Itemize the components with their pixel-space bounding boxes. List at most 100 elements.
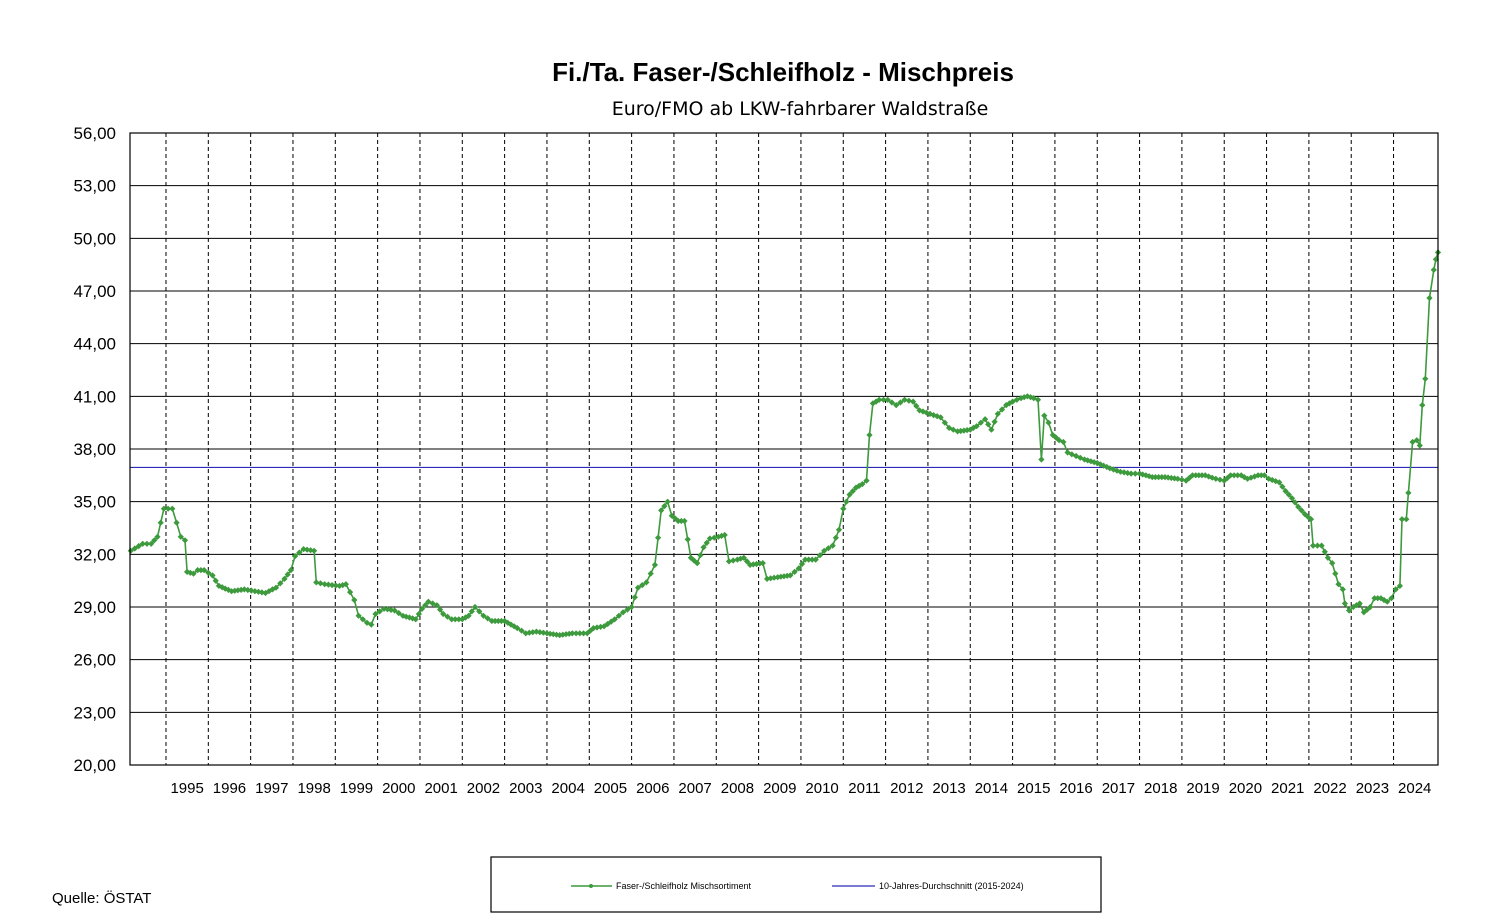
series-marker: [1341, 600, 1349, 607]
series-marker: [1155, 473, 1162, 481]
series-marker: [829, 542, 836, 549]
series-marker: [135, 542, 142, 550]
x-tick-label: 2003: [509, 780, 542, 797]
series-marker: [1038, 456, 1045, 463]
x-tick-label: 2011: [848, 780, 880, 797]
series-marker: [580, 630, 587, 637]
series-marker: [1374, 595, 1381, 602]
source-note: Quelle: ÖSTAT: [52, 889, 151, 907]
series-marker: [740, 554, 747, 561]
x-tick-label: 2008: [721, 780, 754, 797]
legend-box: [490, 856, 1102, 913]
series-marker: [628, 603, 635, 611]
series-marker: [1212, 475, 1219, 482]
series-marker: [1261, 472, 1268, 479]
series-marker: [615, 612, 623, 619]
plot-frame: [129, 132, 1439, 766]
series-marker: [1367, 603, 1374, 611]
series-marker: [1288, 495, 1296, 502]
series-marker: [840, 505, 847, 512]
series-marker: [678, 517, 685, 525]
y-tick-label: 26,00: [73, 651, 116, 670]
series-marker: [1276, 479, 1283, 486]
series-marker: [1178, 476, 1186, 483]
series-marker: [805, 556, 812, 563]
series-marker: [1321, 548, 1328, 555]
series-marker: [991, 418, 998, 425]
series-marker: [697, 552, 704, 559]
series-marker: [791, 568, 798, 576]
series-marker: [1195, 472, 1202, 479]
series-marker: [706, 535, 714, 542]
series-marker: [444, 613, 451, 620]
series-marker: [1298, 507, 1305, 514]
series-marker: [1416, 442, 1423, 449]
series-marker: [281, 575, 288, 583]
series-marker: [937, 414, 944, 421]
x-tick-label: 2018: [1144, 780, 1177, 797]
series-marker: [1279, 483, 1286, 490]
y-tick-label: 23,00: [73, 703, 116, 722]
x-tick-label: 2002: [467, 780, 500, 797]
series-marker: [173, 519, 180, 526]
x-tick-label: 2014: [975, 780, 1008, 797]
series-marker: [1060, 438, 1067, 446]
series-marker: [1041, 412, 1048, 419]
x-tick-label: 2004: [551, 780, 584, 797]
series-marker: [355, 612, 362, 619]
series-marker: [611, 616, 618, 623]
series-marker: [880, 396, 887, 403]
series-marker: [1045, 419, 1052, 426]
series-marker: [809, 556, 816, 563]
series-marker: [465, 612, 472, 619]
x-tick-label: 2017: [1102, 780, 1135, 797]
series-marker: [994, 410, 1001, 418]
series-marker: [684, 536, 691, 543]
y-tick-label: 53,00: [73, 177, 116, 196]
series-marker: [484, 615, 491, 622]
series-marker: [711, 534, 718, 541]
series-marker: [351, 596, 358, 604]
series-marker: [376, 608, 383, 615]
x-tick-label: 2021: [1271, 780, 1304, 797]
series-marker: [730, 557, 737, 564]
series-marker: [491, 617, 499, 625]
chart-subtitle: Euro/FMO ab LKW-fahrbarer Waldstraße: [612, 98, 989, 120]
series-marker: [816, 552, 824, 559]
vertical-gridlines: [165, 133, 1395, 765]
series-marker: [1345, 607, 1353, 614]
series-marker: [795, 565, 802, 572]
series-marker: [190, 570, 197, 577]
series-marker: [1388, 595, 1395, 602]
series-marker: [1332, 570, 1339, 577]
y-tick-label: 38,00: [73, 440, 116, 459]
series-marker: [418, 605, 426, 612]
series-marker: [624, 606, 631, 613]
series-marker: [1339, 586, 1346, 593]
series-marker: [197, 566, 205, 574]
series-marker: [1318, 542, 1325, 549]
x-tick-label: 2012: [890, 780, 923, 797]
series-marker: [821, 547, 828, 554]
x-tick-label: 2022: [1313, 780, 1346, 797]
series-marker: [1419, 401, 1426, 409]
series-marker: [1132, 470, 1139, 477]
series-marker: [164, 505, 172, 512]
y-tick-label: 50,00: [73, 229, 116, 248]
series-marker: [832, 534, 840, 541]
series-marker: [1324, 554, 1332, 561]
y-axis-tick-labels: 20,00 23,00 26,00 29,00 32,00 35,00 38,00 41,00…: [73, 124, 116, 775]
series-marker: [812, 556, 819, 563]
series-marker: [1285, 491, 1292, 498]
series-marker: [835, 526, 843, 533]
series-marker: [725, 558, 733, 565]
series-marker: [440, 610, 447, 618]
x-tick-label: 2016: [1059, 780, 1092, 797]
series-marker: [901, 396, 908, 403]
series-marker: [1356, 600, 1363, 607]
series-marker: [1384, 598, 1391, 605]
series-marker: [1127, 470, 1135, 477]
series-marker: [802, 556, 809, 563]
series-marker: [694, 559, 701, 567]
series-marker: [654, 534, 662, 541]
